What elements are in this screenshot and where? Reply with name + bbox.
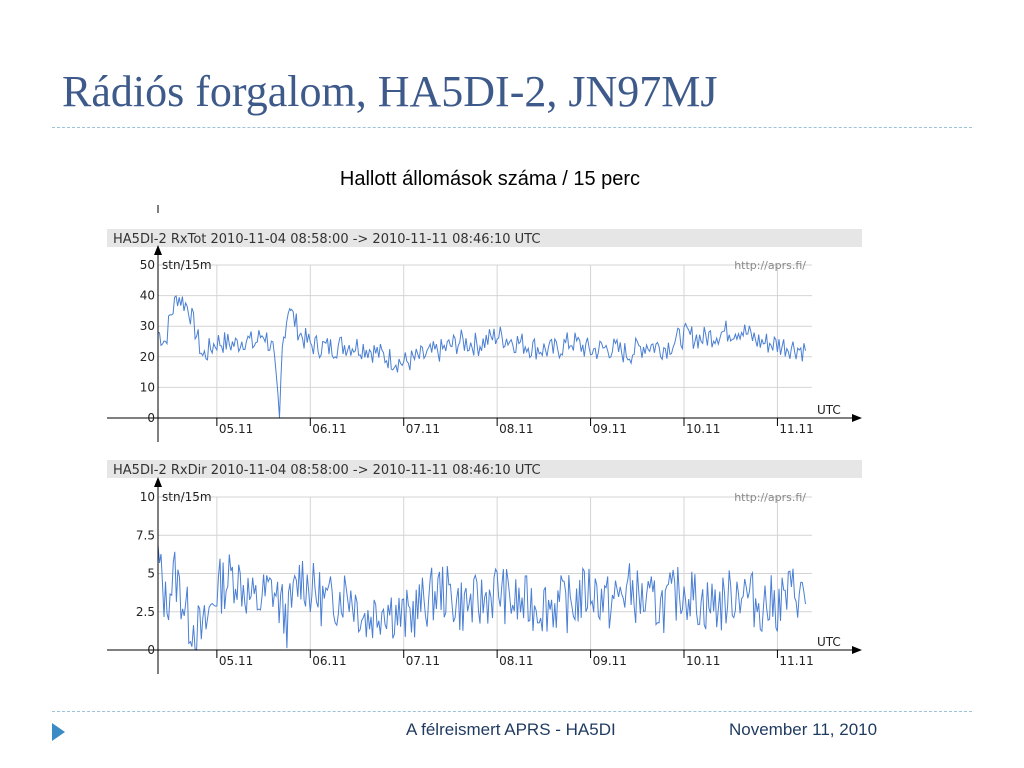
x-tick-label: 08.11: [499, 422, 533, 436]
y-tick-label: 0: [147, 411, 155, 425]
y-tick-label: 30: [140, 319, 155, 333]
y-axis-label: stn/15m: [162, 490, 212, 504]
chart-header-band: [107, 229, 862, 247]
y-tick-label: 10: [140, 490, 155, 504]
x-tick-label: 07.11: [406, 654, 440, 668]
x-axis-label: UTC: [817, 635, 841, 649]
x-tick-label: 05.11: [219, 422, 253, 436]
y-tick-label: 50: [140, 258, 155, 272]
footer-arrow-icon: [52, 723, 65, 741]
y-tick-label: 40: [140, 289, 155, 303]
y-tick-label: 20: [140, 350, 155, 364]
x-axis-label: UTC: [817, 403, 841, 417]
x-tick-label: 09.11: [593, 422, 627, 436]
source-url: http://aprs.fi/: [734, 491, 806, 504]
x-axis-arrow-icon: [852, 646, 862, 654]
x-tick-label: 10.11: [686, 422, 720, 436]
y-axis-arrow-icon: [154, 245, 162, 255]
x-tick-label: 08.11: [499, 654, 533, 668]
y-tick-label: 2.5: [136, 605, 155, 619]
footer-presentation-name: A félreismert APRS - HA5DI: [406, 720, 616, 739]
chart-title: HA5DI-2 RxDir 2010-11-04 08:58:00 -> 201…: [113, 463, 541, 478]
series-line: [157, 544, 806, 651]
y-axis-arrow-icon: [154, 477, 162, 487]
y-tick-label: 10: [140, 380, 155, 394]
x-tick-label: 07.11: [406, 422, 440, 436]
chart-rxdir: HA5DI-2 RxDir 2010-11-04 08:58:00 -> 201…: [107, 460, 862, 674]
chart-rxtot: HA5DI-2 RxTot 2010-11-04 08:58:00 -> 201…: [107, 229, 862, 442]
x-tick-label: 06.11: [312, 654, 346, 668]
title-divider: [52, 127, 972, 128]
x-tick-label: 10.11: [686, 654, 720, 668]
footer-divider: [52, 711, 972, 712]
chart-header-band: [107, 460, 862, 478]
x-tick-label: 11.11: [779, 422, 813, 436]
series-line: [157, 295, 806, 419]
y-tick-label: 5: [147, 567, 155, 581]
slide-subtitle: Hallott állomások száma / 15 perc: [339, 168, 641, 190]
x-tick-label: 11.11: [779, 654, 813, 668]
x-tick-label: 06.11: [312, 422, 346, 436]
y-axis-label: stn/15m: [162, 258, 212, 272]
chart-title: HA5DI-2 RxTot 2010-11-04 08:58:00 -> 201…: [113, 232, 540, 247]
y-tick-label: 7.5: [136, 528, 155, 542]
source-url: http://aprs.fi/: [734, 259, 806, 272]
x-tick-label: 05.11: [219, 654, 253, 668]
x-axis-arrow-icon: [852, 414, 862, 422]
footer-date: November 11, 2010: [729, 720, 878, 739]
slide-title: Rádiós forgalom, HA5DI-2, JN97MJ: [62, 67, 718, 116]
y-tick-label: 0: [147, 643, 155, 657]
x-tick-label: 09.11: [593, 654, 627, 668]
